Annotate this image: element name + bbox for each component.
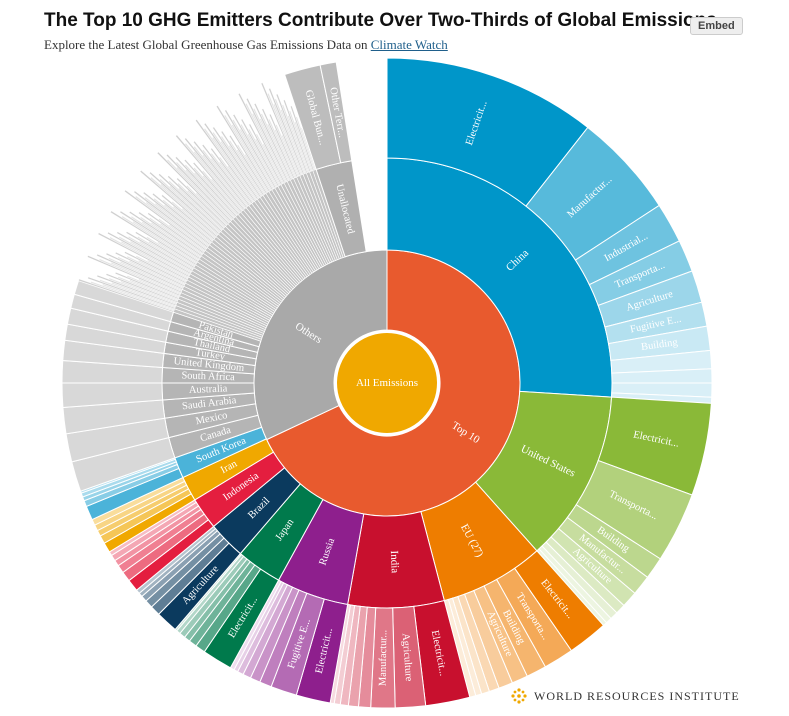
- chart-title: The Top 10 GHG Emitters Contribute Over …: [44, 10, 717, 31]
- sector-segment-unallocated-other-territories[interactable]: [319, 61, 353, 164]
- wri-logo-text: WORLD RESOURCES INSTITUTE: [534, 688, 740, 703]
- wri-logo-icon: [511, 688, 527, 704]
- sector-label-india-agriculture: Agriculture: [400, 633, 414, 682]
- subtitle-text: Explore the Latest Global Greenhouse Gas…: [44, 37, 368, 52]
- center-label: All Emissions: [356, 377, 418, 389]
- country-label-south-africa: South Africa: [181, 370, 235, 383]
- climate-watch-link[interactable]: Climate Watch: [370, 37, 448, 52]
- sector-label-china-building: Building: [640, 337, 679, 353]
- center-all-emissions[interactable]: [335, 331, 439, 435]
- chart-subtitle: Explore the Latest Global Greenhouse Gas…: [44, 37, 448, 53]
- wri-logo: WORLD RESOURCES INSTITUTE: [510, 687, 740, 705]
- embed-button[interactable]: Embed: [690, 17, 743, 35]
- sector-label-india-manufacturing-construction: Manufactur...: [378, 630, 390, 686]
- country-label-india: India: [388, 550, 401, 573]
- country-label-australia: Australia: [189, 384, 228, 396]
